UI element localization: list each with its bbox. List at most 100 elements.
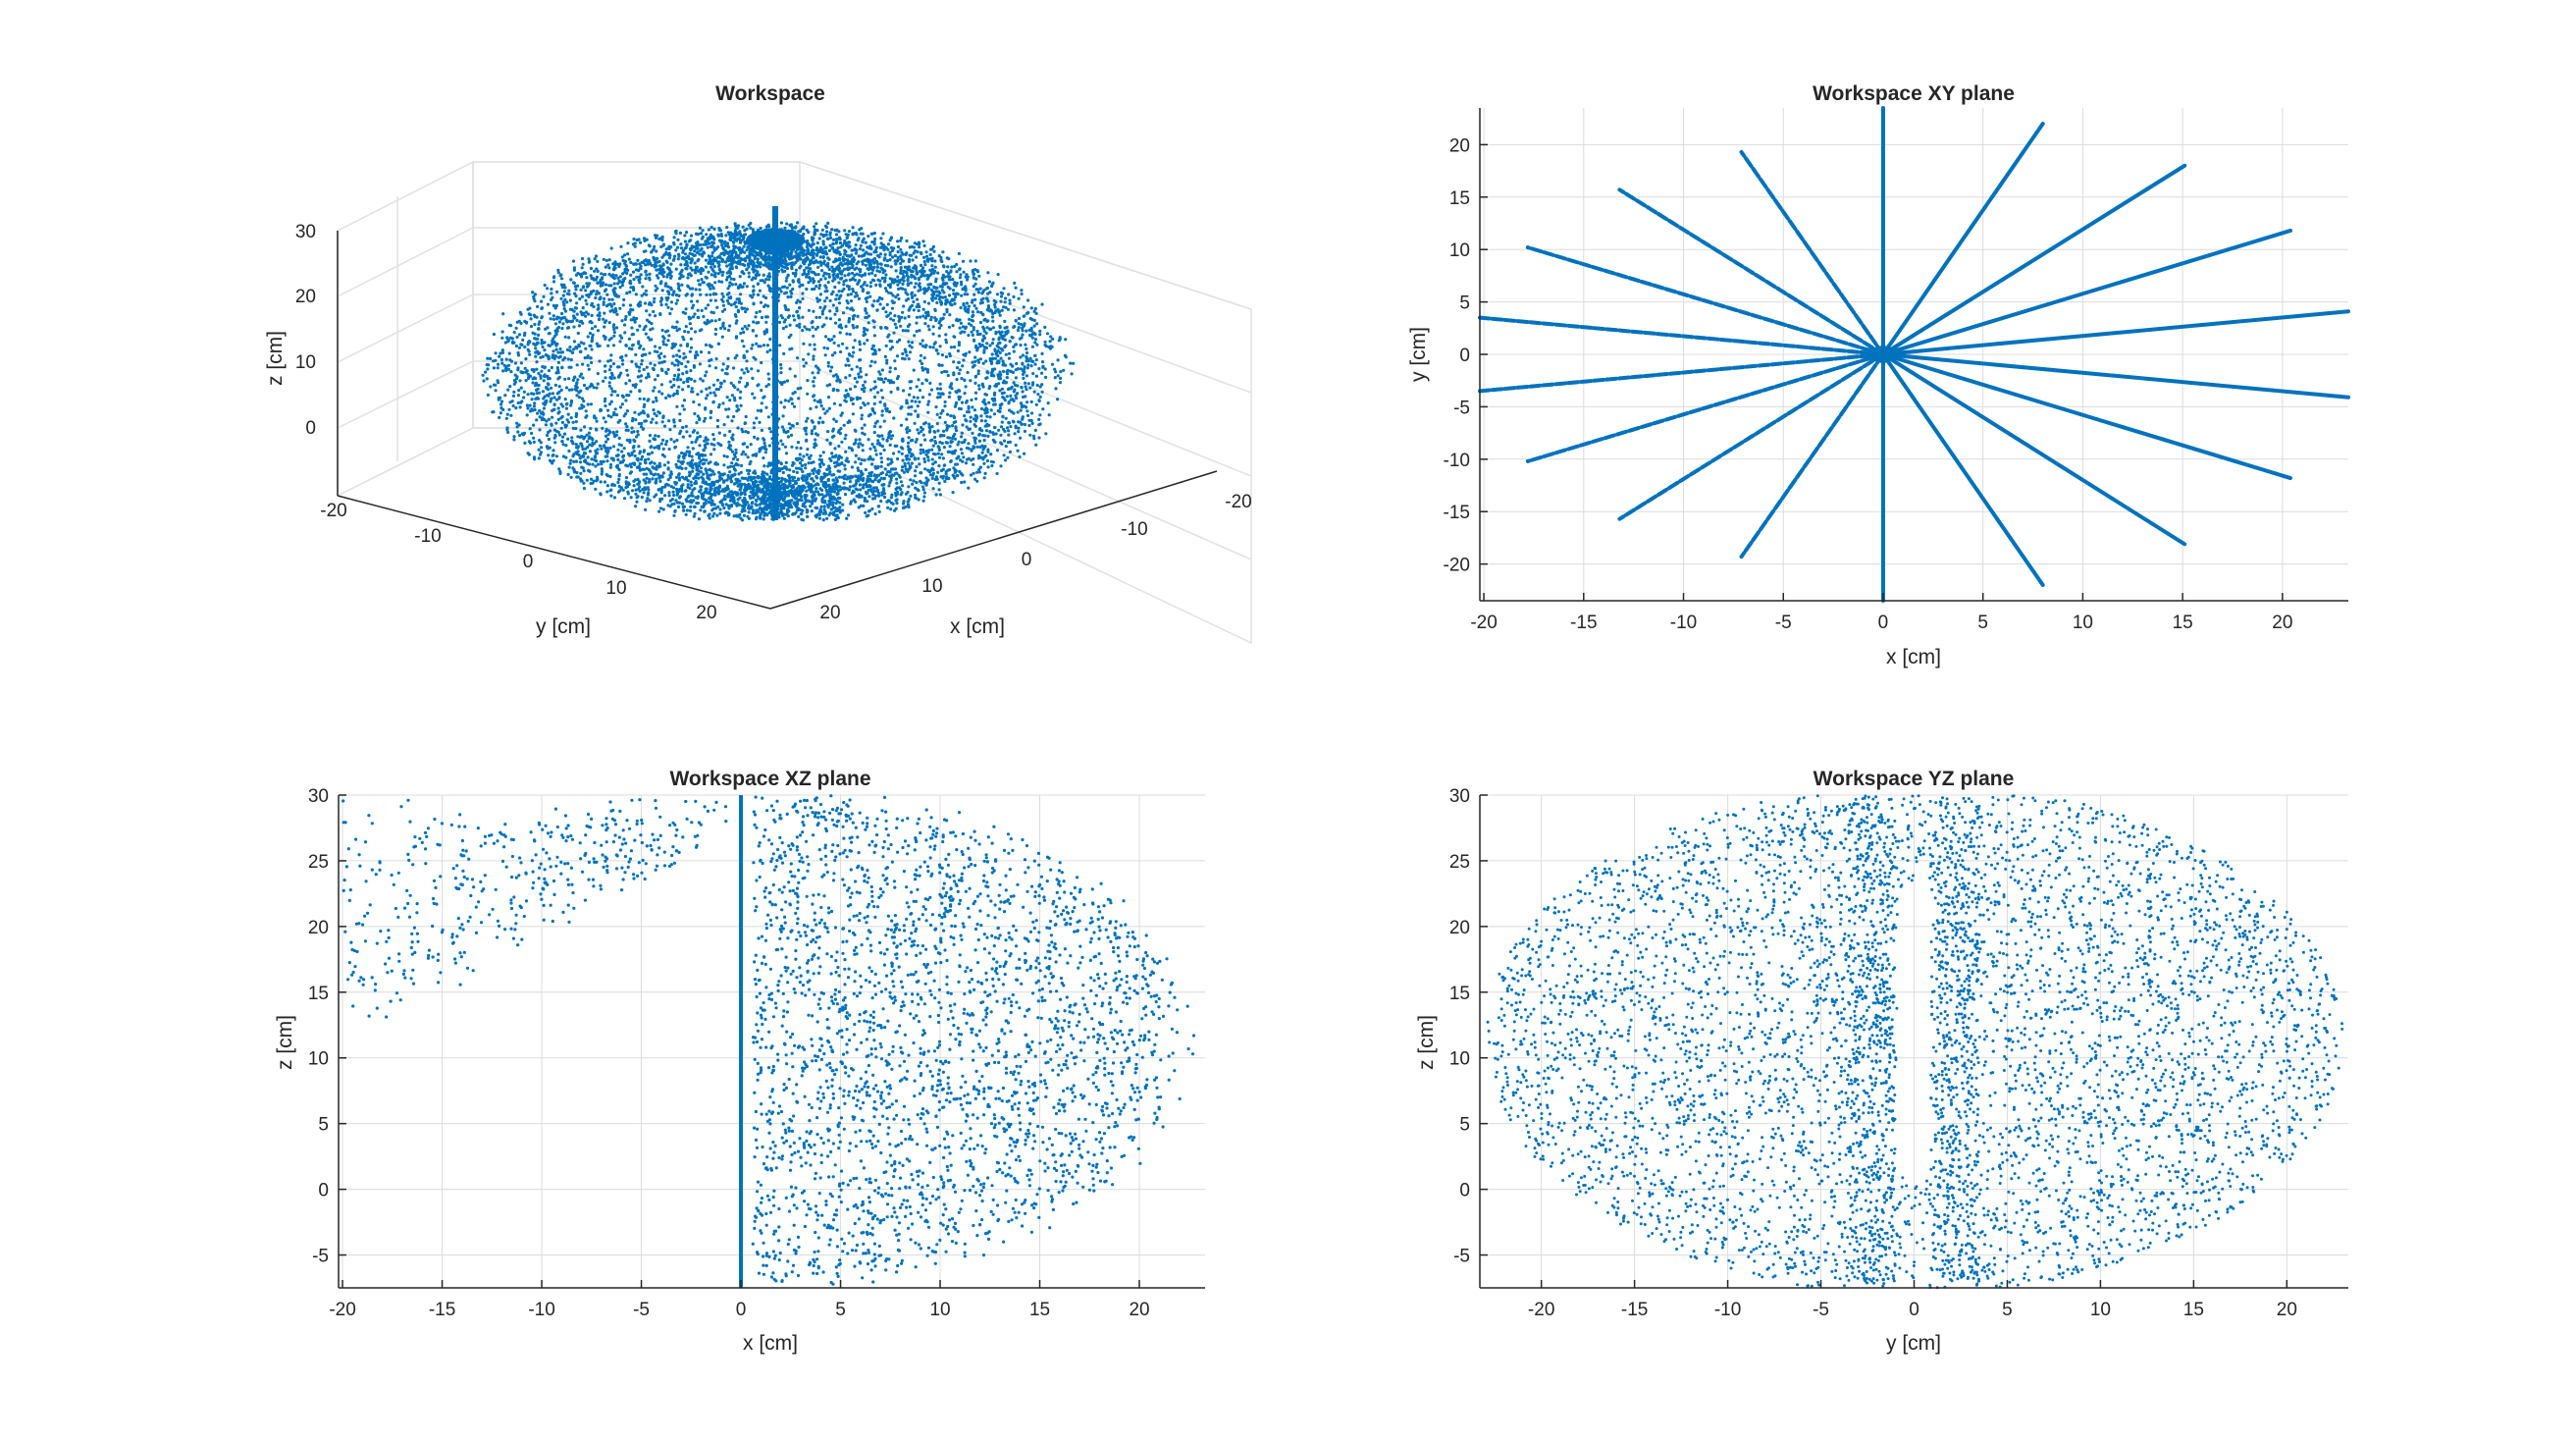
data-point [970, 330, 973, 334]
data-point [983, 471, 987, 475]
data-point [923, 322, 927, 326]
data-point [817, 493, 821, 497]
data-point [596, 259, 600, 263]
data-point [782, 428, 786, 432]
data-point [907, 308, 911, 312]
data-point [1059, 370, 1063, 374]
data-point [825, 230, 829, 234]
data-point [621, 278, 625, 282]
data-point [916, 250, 920, 254]
data-point [713, 281, 717, 285]
data-point [811, 256, 815, 260]
data-point [579, 275, 584, 279]
data-point [867, 235, 870, 239]
data-point [885, 361, 889, 365]
data-point [799, 386, 803, 390]
data-point [556, 430, 560, 434]
data-point [870, 507, 874, 511]
data-point [955, 262, 959, 267]
data-point [977, 274, 981, 278]
data-point [779, 366, 783, 370]
data-point [873, 449, 877, 453]
data-point [832, 490, 837, 494]
data-point [556, 350, 560, 354]
data-point [745, 327, 749, 331]
data-point [740, 327, 745, 331]
data-point [992, 393, 997, 397]
data-point [988, 430, 992, 434]
data-point [868, 294, 872, 298]
data-point [895, 477, 899, 481]
data-point [862, 248, 866, 252]
data-point [651, 417, 655, 421]
data-point [669, 438, 673, 442]
data-point [647, 375, 651, 379]
data-point [647, 457, 651, 461]
data-point [779, 290, 783, 293]
data-point [672, 383, 676, 388]
data-point [556, 326, 561, 330]
data-point [552, 396, 556, 400]
data-point [856, 314, 860, 318]
data-point [664, 343, 668, 347]
data-point [552, 275, 556, 279]
data-point [734, 265, 738, 269]
data-point [724, 234, 728, 238]
data-point [828, 309, 832, 313]
data-point [723, 433, 727, 437]
data-point [973, 355, 977, 359]
data-point [579, 288, 583, 292]
data-point [768, 337, 772, 342]
data-point [671, 490, 675, 494]
data-point [1004, 445, 1008, 449]
data-point [742, 244, 746, 248]
data-point [717, 484, 722, 488]
data-point [891, 318, 896, 322]
data-point [532, 455, 537, 459]
data-point [526, 343, 530, 347]
data-point [893, 359, 897, 363]
data-point [855, 266, 859, 270]
data-point [685, 430, 689, 434]
data-point [567, 289, 571, 293]
data-point [660, 420, 664, 424]
data-point [890, 306, 895, 310]
data-point [816, 371, 820, 375]
data-point [891, 452, 896, 455]
data-point [946, 285, 950, 290]
data-point [552, 349, 555, 353]
data-point [801, 469, 805, 474]
data-point [987, 308, 991, 312]
data-point [566, 472, 570, 476]
data-point [879, 456, 883, 460]
data-point [923, 263, 927, 267]
data-point [704, 406, 708, 410]
data-point [666, 478, 670, 482]
data-point [557, 390, 561, 394]
data-point [624, 399, 628, 402]
data-point [971, 333, 974, 337]
data-point [953, 437, 958, 441]
data-point [845, 347, 849, 350]
data-point [781, 470, 785, 475]
data-point [743, 229, 747, 233]
data-point [936, 452, 940, 455]
data-point [586, 354, 590, 358]
data-point [726, 287, 730, 291]
data-point [569, 458, 573, 462]
data-point [646, 399, 650, 402]
data-point [957, 360, 961, 364]
data-point [977, 439, 982, 443]
data-point [784, 279, 788, 283]
data-point [610, 297, 614, 301]
data-point [858, 358, 862, 362]
data-point [573, 316, 577, 320]
data-point [1038, 422, 1042, 426]
data-point [677, 385, 681, 389]
data-point [695, 481, 699, 485]
data-point [971, 360, 974, 364]
data-point [881, 232, 885, 236]
data-point [738, 396, 742, 400]
data-point [851, 412, 856, 416]
data-point [621, 362, 625, 366]
